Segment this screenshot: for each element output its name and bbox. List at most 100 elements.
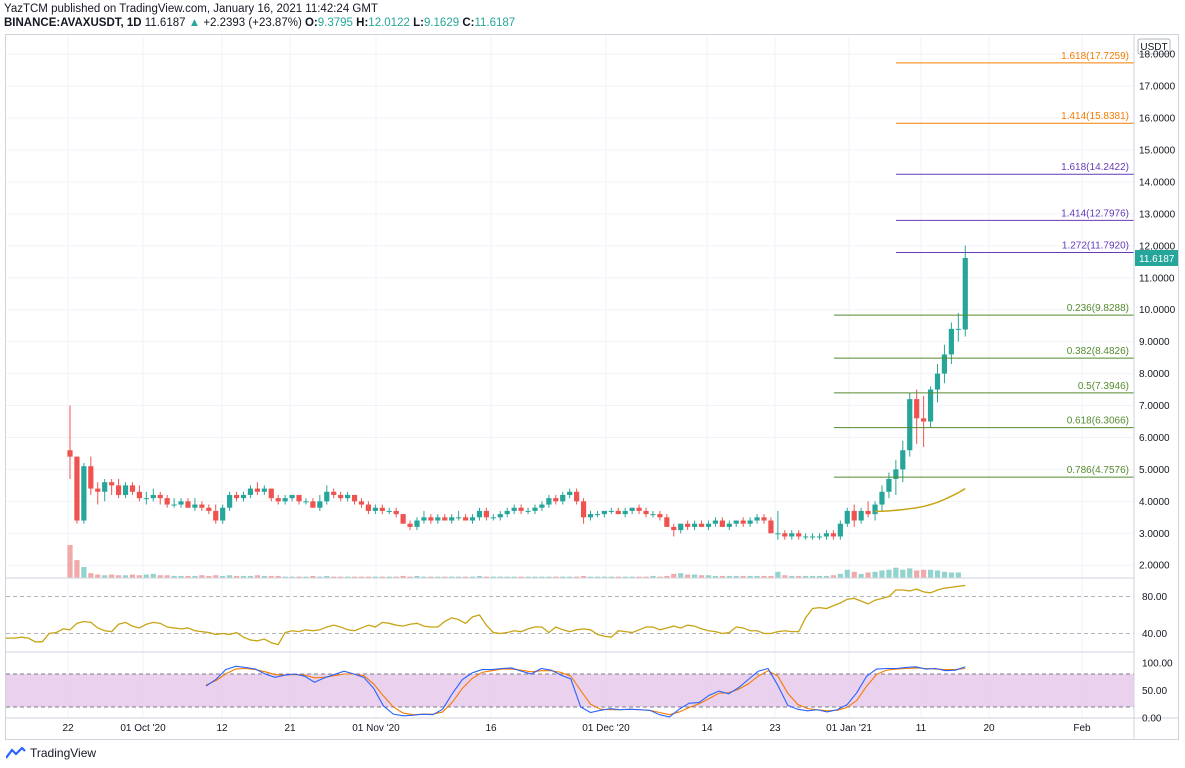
- candle-body: [844, 510, 850, 524]
- price-tick-label: 14.0000: [1139, 177, 1176, 188]
- chart-frame[interactable]: 1.618(17.7259) 1.414(15.8381) 1.618(14.242…: [0, 34, 1179, 740]
- volume-bar: [171, 575, 177, 578]
- volume-bar: [574, 576, 580, 578]
- candle-body: [511, 507, 517, 511]
- fib-level-label: 1.618(14.2422): [1061, 162, 1129, 173]
- volume-bar: [442, 576, 448, 578]
- volume-bar: [393, 576, 399, 578]
- candle-body: [303, 501, 309, 503]
- candle-body: [615, 510, 621, 515]
- fib-level-label: 1.414(12.7976): [1061, 208, 1129, 219]
- candle-body: [539, 504, 545, 508]
- volume-bar: [95, 574, 101, 578]
- volume-bar: [872, 571, 878, 578]
- volume-bar: [476, 575, 483, 578]
- volume-bar: [934, 570, 941, 578]
- candle-body: [227, 494, 233, 508]
- price-tick-label: 10.0000: [1139, 305, 1176, 316]
- price-tick-label: 12.0000: [1139, 241, 1176, 252]
- volume-bar: [796, 575, 802, 578]
- volume-bar: [213, 575, 219, 578]
- volume-bar: [747, 575, 753, 578]
- volume-bar: [560, 576, 566, 578]
- candle-body: [803, 536, 809, 538]
- volume-bar: [754, 575, 760, 578]
- low-label: L:: [413, 17, 424, 29]
- price-tick-label: 7.0000: [1139, 401, 1170, 412]
- candle-body: [421, 517, 427, 521]
- candle-body: [372, 507, 378, 511]
- candle-body: [67, 450, 73, 457]
- time-tick-label: 11: [916, 723, 927, 734]
- volume-bar: [456, 576, 462, 578]
- volume-bar: [178, 575, 184, 578]
- candle-body: [358, 501, 365, 505]
- stoch-band-fill: [6, 674, 1134, 707]
- volume-bar: [518, 576, 524, 578]
- ohlc-line: BINANCE:AVAXUSDT, 1D 11.6187 ▲ +2.2393 (…: [4, 16, 1174, 30]
- candle-body: [789, 533, 795, 537]
- footer: TradingView: [6, 744, 96, 762]
- candle-body: [747, 520, 753, 524]
- volume-bar: [351, 576, 358, 578]
- volume-bar: [421, 576, 427, 578]
- candle-body: [685, 523, 691, 527]
- volume-bar: [386, 576, 392, 578]
- candle-body: [136, 491, 142, 499]
- volume-bar: [712, 575, 719, 578]
- chart-canvas[interactable]: 1.618(17.7259) 1.414(15.8381) 1.618(14.242…: [0, 35, 1178, 739]
- volume-bar: [532, 576, 538, 578]
- volume-bar: [789, 575, 795, 578]
- volume-bar: [615, 576, 621, 578]
- candle-body: [414, 520, 420, 527]
- time-tick-label: 12: [216, 723, 228, 734]
- candle-body: [351, 494, 358, 502]
- volume-bar: [643, 576, 649, 578]
- candle-body: [671, 526, 677, 531]
- candle-body: [331, 491, 337, 495]
- candle-body: [407, 523, 413, 527]
- candle-body: [213, 510, 219, 521]
- price-tick-label: 11.0000: [1139, 273, 1175, 284]
- price-tick-label: 5.0000: [1139, 465, 1170, 476]
- candle-body: [872, 504, 878, 515]
- candle-body: [456, 517, 462, 519]
- volume-bar: [74, 560, 80, 578]
- volume-bar: [206, 575, 212, 578]
- volume-bar: [289, 576, 295, 578]
- candle-body: [525, 510, 531, 512]
- candle-body: [476, 510, 483, 518]
- candle-body: [608, 510, 614, 512]
- volume-bar: [67, 545, 73, 578]
- candle-body: [879, 491, 885, 505]
- candle-body: [927, 389, 934, 422]
- candle-body: [858, 510, 864, 521]
- candle-body: [233, 494, 240, 499]
- volume-bar: [546, 576, 552, 578]
- volume-bar: [275, 575, 281, 578]
- candle-body: [393, 510, 399, 515]
- open-value: 9.3795: [317, 17, 353, 29]
- volume-bar: [837, 573, 843, 578]
- candle-body: [761, 517, 767, 521]
- candle-body: [157, 494, 163, 499]
- volume-bars: [67, 545, 961, 578]
- volume-bar: [109, 574, 115, 578]
- volume-bar: [227, 575, 233, 578]
- candle-body: [164, 498, 170, 505]
- volume-bar: [726, 575, 732, 578]
- volume-bar: [324, 575, 330, 578]
- price-tick-label: 15.0000: [1139, 145, 1176, 156]
- volume-bar: [622, 576, 628, 578]
- candle-body: [268, 488, 274, 499]
- candle-body: [324, 491, 330, 502]
- candle-body: [289, 494, 295, 499]
- stoch-tick-label: 100.00: [1142, 659, 1173, 670]
- candle-body: [740, 520, 746, 524]
- volume-bar: [483, 576, 489, 578]
- currency-label: USDT: [1140, 42, 1167, 53]
- volume-bar: [816, 575, 823, 578]
- candle-body: [900, 450, 906, 470]
- candle-body: [823, 533, 830, 537]
- volume-bar: [525, 576, 531, 578]
